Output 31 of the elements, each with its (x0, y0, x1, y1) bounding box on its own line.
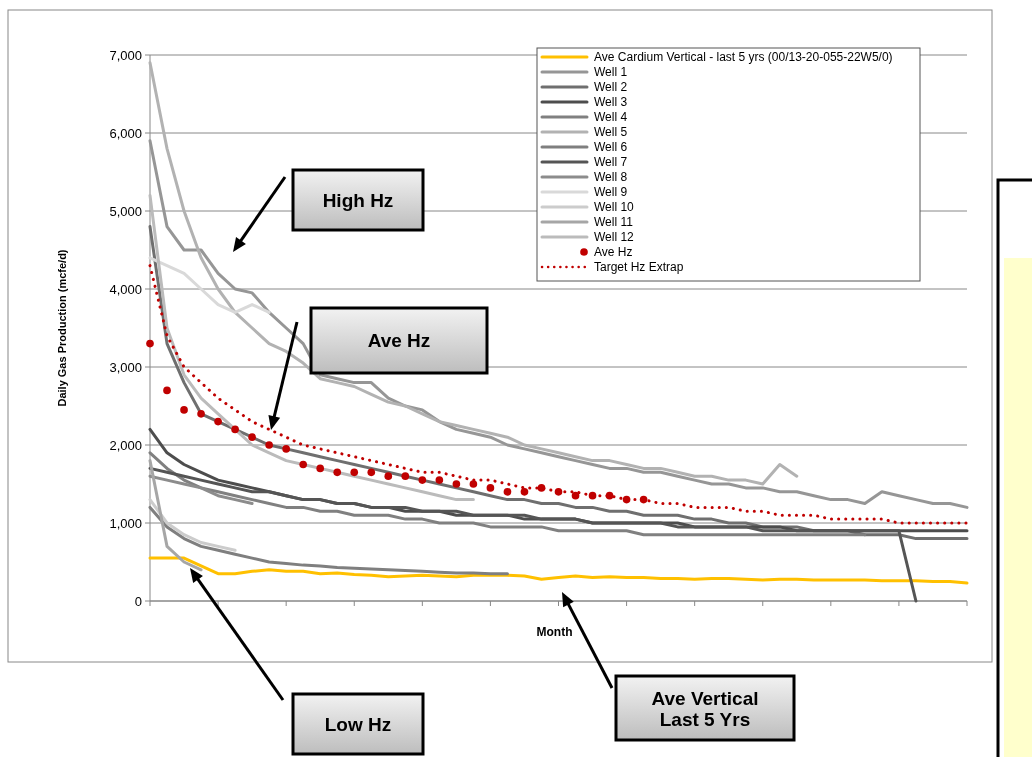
y-tick-label: 3,000 (109, 359, 142, 375)
y-tick-label: 5,000 (109, 203, 142, 219)
legend-label: Well 4 (594, 110, 628, 125)
x-axis-title: Month (536, 625, 573, 639)
legend-label: Ave Cardium Vertical - last 5 yrs (00/13-20-055-22W5/0) (594, 50, 893, 65)
y-tick-label: 1,000 (109, 515, 142, 531)
legend-label: Well 10 (594, 200, 635, 215)
legend-label: Well 1 (594, 65, 628, 80)
legend-label: Ave Hz (594, 245, 633, 260)
legend-label: Well 7 (594, 155, 628, 170)
legend-label: Target Hz Extrap (594, 260, 684, 275)
y-tick-label: 2,000 (109, 437, 142, 453)
y-axis-title: Daily Gas Production (mcfe/d) (56, 249, 68, 407)
y-tick-label: 0 (134, 593, 142, 609)
annotation: High Hz (322, 189, 394, 211)
label-box: High Hz (291, 168, 425, 232)
label-box: Ave Vertical Last 5 Yrs (614, 674, 796, 742)
legend-label: Well 11 (594, 215, 634, 230)
label-box: Ave Hz (309, 306, 489, 375)
legend-label: Well 9 (594, 185, 628, 200)
legend-label: Well 12 (594, 230, 635, 245)
legend-label: Well 5 (594, 125, 628, 140)
legend-label: Well 8 (594, 170, 628, 185)
y-tick-label: 6,000 (109, 125, 142, 141)
y-tick-label: 7,000 (109, 47, 142, 63)
legend-label: Well 3 (594, 95, 628, 110)
legend-label: Well 6 (594, 140, 628, 155)
y-tick-label: 4,000 (109, 281, 142, 297)
legend-label: Well 2 (594, 80, 628, 95)
label-box: Low Hz (291, 692, 425, 756)
annotation: Ave Hz (367, 330, 431, 352)
